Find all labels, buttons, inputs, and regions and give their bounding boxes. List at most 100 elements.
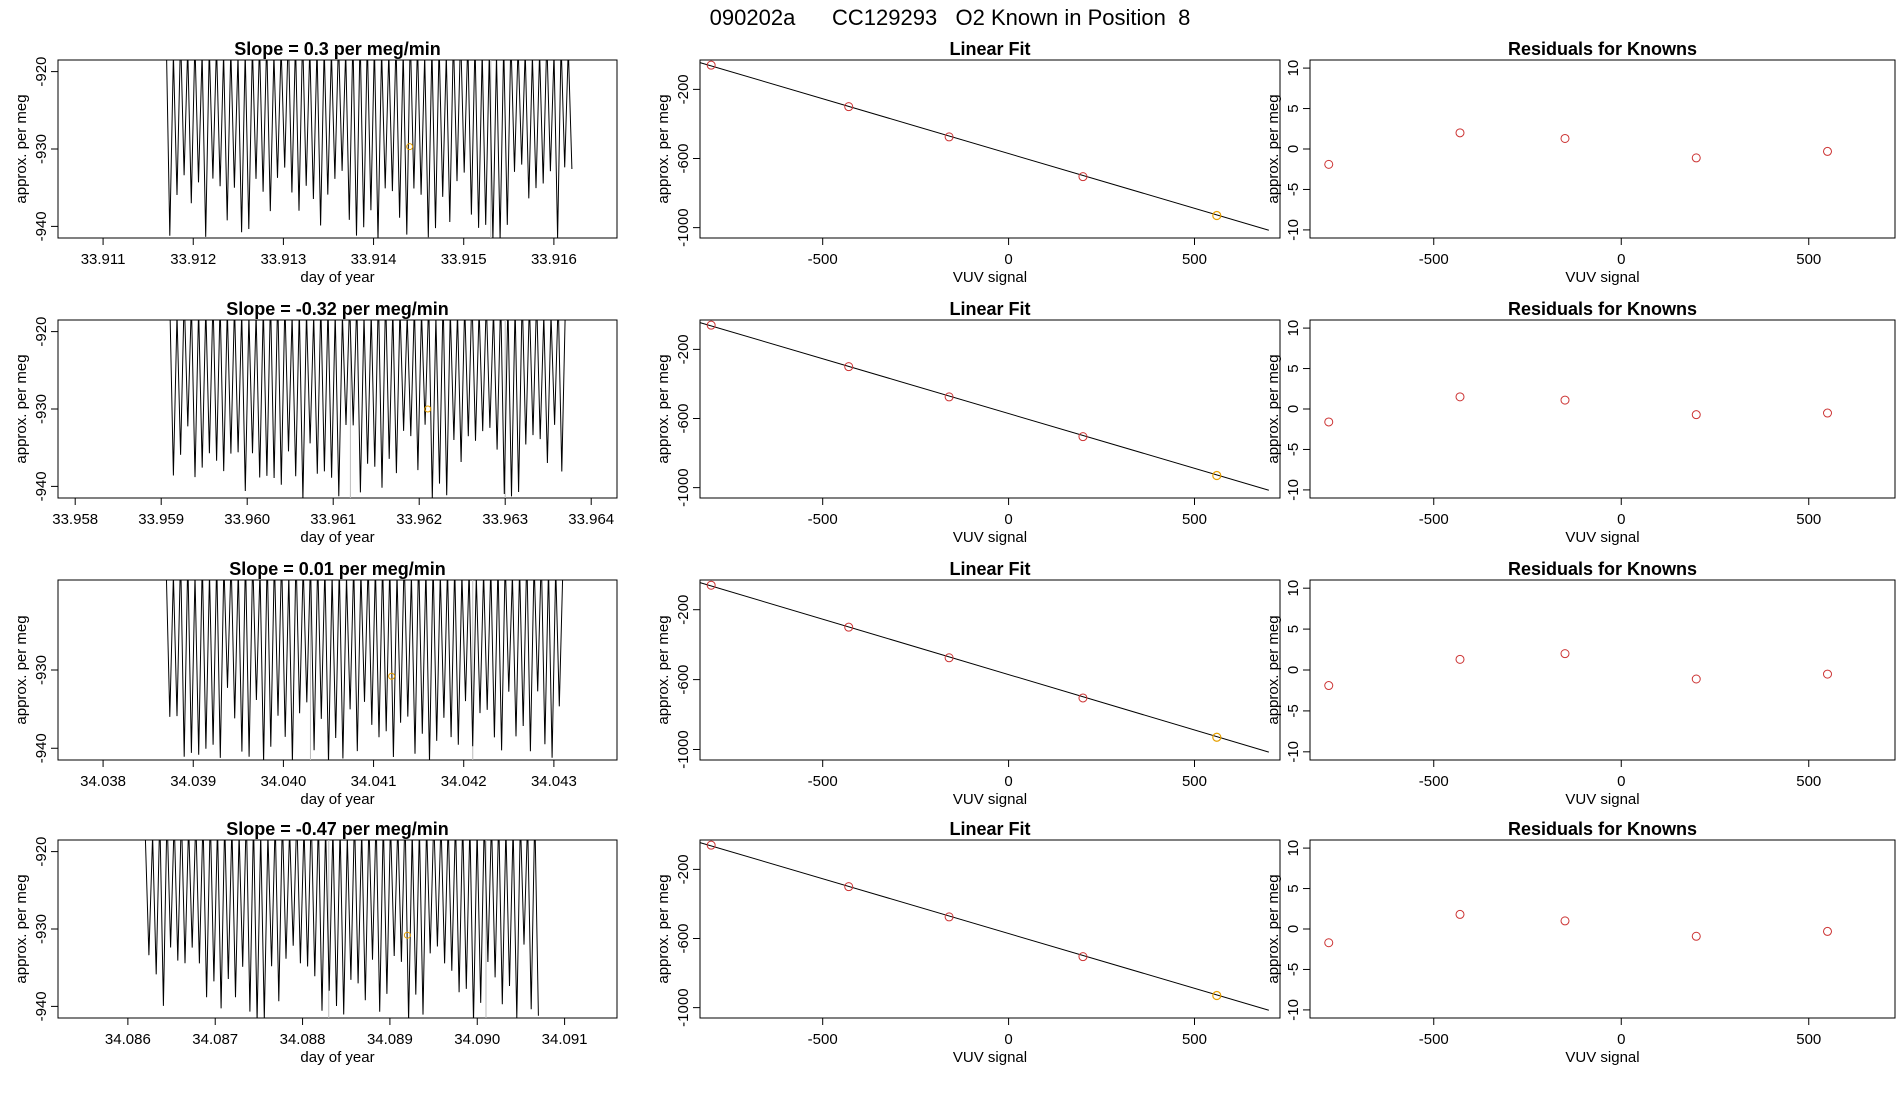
y-tick-label: 0 <box>1285 666 1302 674</box>
y-axis-label: approx. per meg <box>13 874 30 983</box>
x-axis-label: VUV signal <box>1565 269 1639 286</box>
known-point <box>706 840 716 850</box>
known-point <box>1078 432 1088 442</box>
x-tick-label: 500 <box>1796 511 1821 528</box>
x-tick-label: 0 <box>1617 773 1625 790</box>
known-point <box>1078 693 1088 703</box>
x-tick-label: 500 <box>1182 251 1207 268</box>
x-tick-label: 33.963 <box>482 511 528 528</box>
y-tick-label: 0 <box>1285 925 1302 933</box>
x-tick-label: 33.915 <box>441 251 487 268</box>
y-axis-label: approx. per meg <box>13 94 30 203</box>
x-tick-label: 34.088 <box>280 1031 326 1048</box>
y-tick-label: -10 <box>1285 999 1302 1021</box>
residual-point <box>1691 931 1701 941</box>
known-point <box>844 102 854 112</box>
x-tick-label: 34.039 <box>170 773 216 790</box>
x-tick-label: 34.038 <box>80 773 126 790</box>
y-tick-label: -920 <box>33 57 50 87</box>
panel-fit-row-2: Linear Fit -500 0 500 -200 -600 -1000 VUV signa… <box>655 299 1281 546</box>
panel-title: Residuals for Knowns <box>1508 819 1697 839</box>
residual-point <box>1823 146 1832 156</box>
x-axis-label: VUV signal <box>953 529 1027 546</box>
x-tick-label: 34.040 <box>260 773 306 790</box>
residual-point <box>1823 926 1832 936</box>
x-tick-label: 33.912 <box>170 251 216 268</box>
y-tick-label: -10 <box>1285 741 1302 763</box>
x-tick-label: -500 <box>1419 251 1449 268</box>
panel-residuals-row-1: Residuals for Knowns -500 0 500 10 5 0 -5 -10 VUV… <box>1265 39 1896 286</box>
x-tick-label: 33.962 <box>396 511 442 528</box>
y-tick-label: -1000 <box>675 208 692 246</box>
panel-title: Residuals for Knowns <box>1508 39 1697 59</box>
time-series-line <box>144 840 539 1018</box>
y-tick-label: -920 <box>33 837 50 867</box>
panel-title: Residuals for Knowns <box>1508 299 1697 319</box>
y-axis-label: approx. per meg <box>1265 94 1282 203</box>
x-tick-label: 33.961 <box>310 511 356 528</box>
y-axis-label: approx. per meg <box>655 354 672 463</box>
x-tick-label: 34.043 <box>531 773 577 790</box>
x-tick-label: 34.041 <box>351 773 397 790</box>
y-tick-label: -1000 <box>675 988 692 1026</box>
y-axis-label: approx. per meg <box>655 874 672 983</box>
x-tick-label: -500 <box>808 251 838 268</box>
x-tick-label: 500 <box>1182 1031 1207 1048</box>
residual-point <box>1324 417 1334 427</box>
x-tick-label: -500 <box>808 511 838 528</box>
y-axis-label: approx. per meg <box>1265 874 1282 983</box>
residual-point <box>1324 159 1334 169</box>
residual-point <box>1560 395 1570 405</box>
panel-timeseries-row-4: Slope = -0.47 per meg/min 34.086 34.087 34.… <box>13 819 618 1066</box>
y-tick-label: -10 <box>1285 479 1302 501</box>
panel-title: Linear Fit <box>949 559 1030 579</box>
x-tick-label: 33.914 <box>351 251 397 268</box>
x-tick-label: 34.086 <box>105 1031 151 1048</box>
sample-point <box>403 931 411 939</box>
plot-frame <box>699 319 1281 499</box>
plot-frame <box>1309 579 1896 761</box>
sample-point <box>388 672 396 680</box>
x-axis-label: VUV signal <box>953 791 1027 808</box>
residual-point <box>1560 916 1570 926</box>
known-point <box>944 392 954 402</box>
panel-timeseries-row-2: Slope = -0.32 per meg/min 33.958 33.959 33.… <box>13 299 618 546</box>
y-axis-label: approx. per meg <box>13 615 30 724</box>
x-tick-label: -500 <box>1419 773 1449 790</box>
panel-title: Linear Fit <box>949 299 1030 319</box>
y-tick-label: -930 <box>33 394 50 424</box>
x-axis-label: day of year <box>300 269 374 286</box>
y-tick-label: 10 <box>1285 320 1302 337</box>
residual-point <box>1823 669 1832 679</box>
residual-point <box>1691 410 1701 420</box>
x-axis-label: VUV signal <box>1565 1049 1639 1066</box>
panel-title: Residuals for Knowns <box>1508 559 1697 579</box>
panels: Slope = 0.3 per meg/min 33.911 33.912 33.91… <box>13 39 1896 1066</box>
x-tick-label: 500 <box>1796 1031 1821 1048</box>
panel-title: Slope = 0.01 per meg/min <box>229 559 446 579</box>
x-tick-label: 0 <box>1004 511 1012 528</box>
y-axis-label: approx. per meg <box>655 615 672 724</box>
x-tick-label: -500 <box>808 1031 838 1048</box>
x-axis-label: VUV signal <box>1565 529 1639 546</box>
residual-point <box>1691 153 1701 163</box>
sample-point <box>1212 732 1222 742</box>
panel-fit-row-1: Linear Fit -500 0 500 -200 -600 -1000 VUV signa… <box>655 39 1281 286</box>
x-tick-label: 0 <box>1617 511 1625 528</box>
y-tick-label: -600 <box>675 923 692 953</box>
y-tick-label: -930 <box>33 134 50 164</box>
x-tick-label: 0 <box>1004 1031 1012 1048</box>
fit-line <box>699 582 1269 753</box>
y-tick-label: -920 <box>33 317 50 347</box>
y-tick-label: 5 <box>1285 364 1302 372</box>
known-point <box>844 622 854 632</box>
y-tick-label: -5 <box>1285 183 1302 196</box>
y-tick-label: 0 <box>1285 145 1302 153</box>
y-tick-label: -10 <box>1285 219 1302 241</box>
sample-point <box>1212 990 1222 1001</box>
residual-point <box>1455 909 1465 919</box>
panel-timeseries-row-1: Slope = 0.3 per meg/min 33.911 33.912 33.91… <box>13 39 618 286</box>
y-axis-label: approx. per meg <box>13 354 30 463</box>
residual-point <box>1823 408 1832 418</box>
known-point <box>706 580 716 590</box>
